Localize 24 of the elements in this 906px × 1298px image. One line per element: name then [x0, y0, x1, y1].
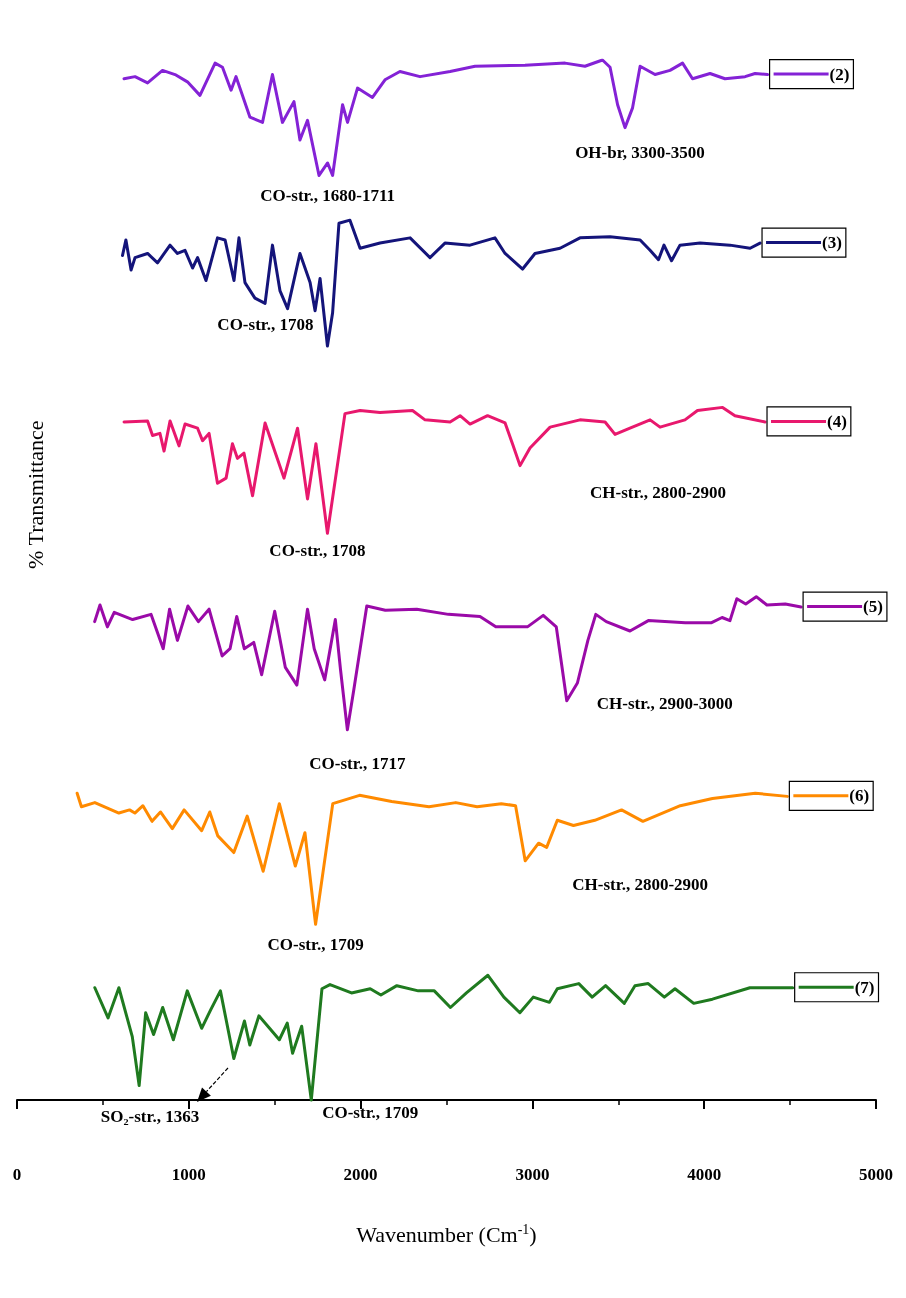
annotation: CO-str., 1708	[217, 314, 314, 334]
annotation: CO-str., 1709	[322, 1102, 419, 1122]
annotation: CO-str., 1708	[269, 540, 366, 560]
legend-label: (2)	[829, 64, 850, 84]
annotation: CO-str., 1717	[309, 754, 406, 774]
legend-label: (6)	[849, 786, 870, 806]
x-tick-label: 1000	[171, 1165, 206, 1184]
annotation: CO-str., 1680-1711	[260, 185, 396, 205]
legend-label: (5)	[863, 597, 883, 617]
annotation: CO-str., 1709	[267, 934, 364, 954]
x-tick-label: 5000	[859, 1165, 893, 1184]
legend-label: (3)	[822, 233, 842, 253]
text: SO₂-str., 1363	[100, 1106, 200, 1126]
legend-label: (7)	[854, 977, 875, 997]
x-tick-label: 3000	[515, 1165, 550, 1184]
y-axis-title: % Transmittance	[22, 420, 48, 569]
x-tick-label: 0	[12, 1165, 22, 1184]
x-tick-label: 2000	[343, 1165, 378, 1184]
annotation: CH-str., 2900-3000	[596, 694, 733, 714]
annotation: OH-br, 3300-3500	[575, 143, 705, 163]
x-tick-label: 4000	[687, 1165, 722, 1184]
annotation: CH-str., 2800-2900	[572, 875, 709, 895]
legend-label: (4)	[827, 411, 847, 431]
annotation: CH-str., 2800-2900	[590, 482, 726, 502]
